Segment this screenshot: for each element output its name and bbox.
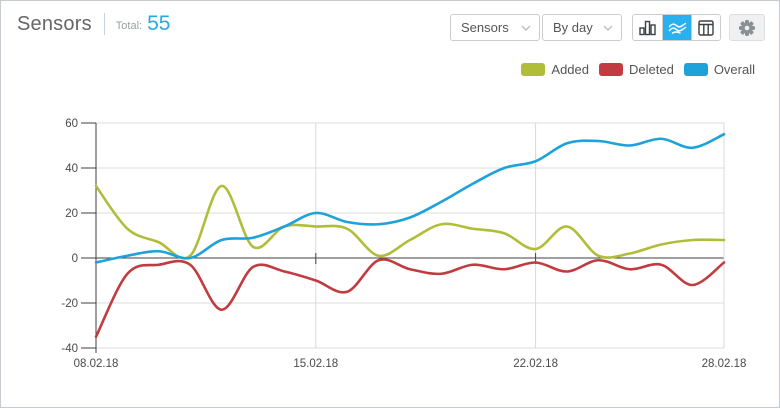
legend-item-deleted[interactable]: Deleted (599, 62, 674, 77)
page-title: Sensors (17, 12, 92, 35)
toolbar: Sensors By day (450, 14, 765, 41)
chevron-down-icon (603, 25, 613, 31)
table-icon (698, 19, 714, 36)
svg-text:60: 60 (65, 118, 78, 130)
total-label: Total: (115, 19, 143, 32)
svg-text:28.02.18: 28.02.18 (702, 358, 747, 370)
bar-chart-view-button[interactable] (633, 15, 662, 40)
svg-text:-40: -40 (61, 343, 78, 355)
deleted-swatch (599, 63, 623, 76)
header: Sensors Total: 55 (17, 12, 170, 36)
settings-button[interactable] (729, 14, 765, 41)
legend-label: Deleted (629, 62, 674, 77)
waves-icon (668, 20, 687, 36)
chart-legend: Added Deleted Overall (511, 62, 755, 77)
chart-type-switcher (632, 14, 721, 41)
legend-label: Added (551, 62, 589, 77)
bar-chart-icon (639, 20, 656, 36)
svg-text:20: 20 (65, 208, 78, 220)
title-divider (103, 13, 105, 35)
total-value: 55 (147, 12, 171, 35)
svg-text:40: 40 (65, 163, 78, 175)
svg-text:0: 0 (72, 253, 78, 265)
svg-text:22.02.18: 22.02.18 (513, 358, 558, 370)
period-select[interactable]: By day (542, 14, 622, 41)
series-select[interactable]: Sensors (450, 14, 540, 41)
svg-text:08.02.18: 08.02.18 (74, 358, 119, 370)
overall-swatch (683, 63, 708, 76)
svg-text:-20: -20 (61, 298, 78, 310)
table-view-button[interactable] (691, 15, 720, 40)
line-chart-view-button[interactable] (662, 15, 691, 40)
chevron-down-icon (521, 25, 531, 31)
series-select-value: Sensors (461, 20, 509, 35)
added-swatch (521, 63, 546, 76)
gear-icon (738, 19, 756, 37)
legend-item-added[interactable]: Added (521, 62, 589, 77)
legend-item-overall[interactable]: Overall (683, 62, 755, 77)
svg-text:15.02.18: 15.02.18 (293, 358, 338, 370)
period-select-value: By day (553, 20, 593, 35)
legend-label: Overall (713, 62, 755, 77)
